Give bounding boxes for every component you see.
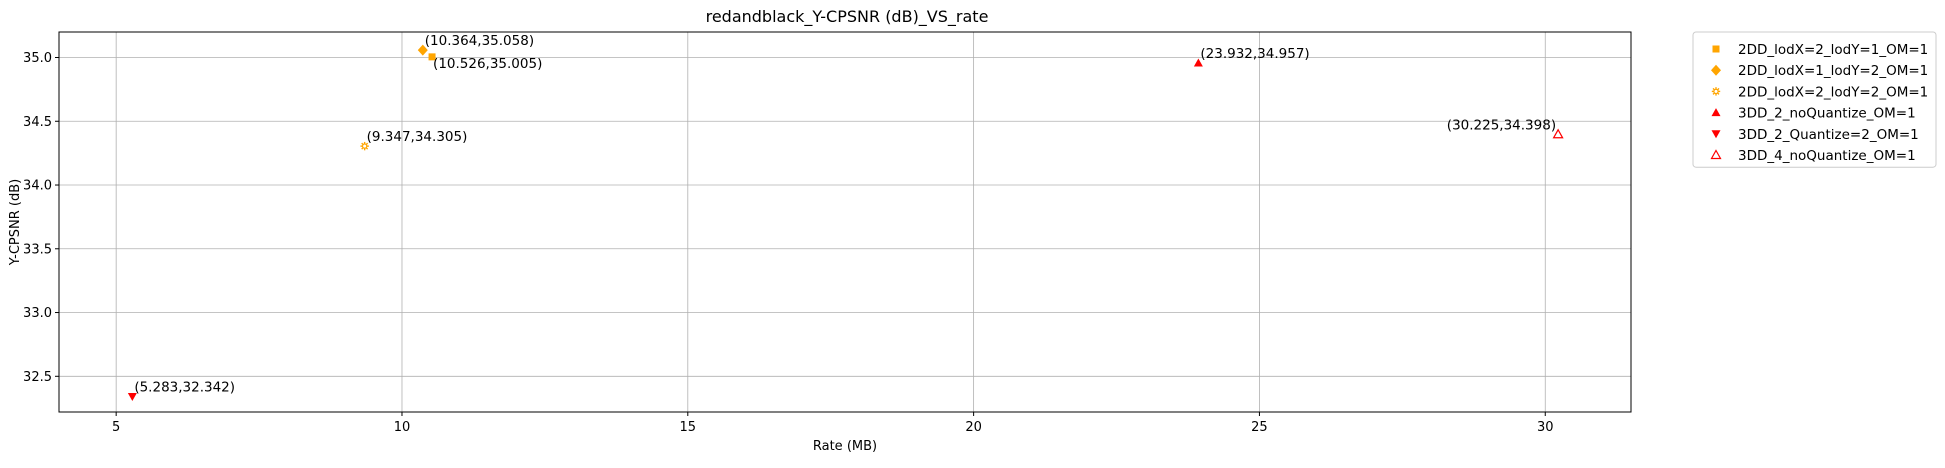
gear-hub (361, 143, 368, 149)
data-points (127, 44, 1564, 401)
point-annotation: (10.364,35.058) (425, 33, 534, 49)
x-tick-label: 30 (1537, 420, 1554, 435)
point-annotation: (5.283,32.342) (134, 379, 235, 395)
legend-entry: 2DD_lodX=2_lodY=1_OM=1 (1738, 42, 1928, 58)
legend-entry: 2DD_lodX=1_lodY=2_OM=1 (1738, 63, 1928, 79)
y-tick-label: 33.0 (23, 306, 52, 321)
grid-lines (59, 32, 1631, 412)
y-tick-label: 32.5 (23, 370, 52, 385)
legend-marker (1712, 45, 1720, 53)
chart-title: redandblack_Y-CPSNR (dB)_VS_rate (706, 7, 989, 27)
y-axis-ticks: 32.5 33.0 33.5 34.0 34.5 35.0 (23, 51, 59, 385)
legend-entry: 3DD_2_Quantize=2_OM=1 (1738, 127, 1919, 143)
legend: 2DD_lodX=2_lodY=1_OM=1 2DD_lodX=1_lodY=2_… (1692, 31, 1937, 168)
point-annotation: (10.526,35.005) (433, 56, 542, 72)
x-tick-label: 20 (965, 420, 982, 435)
data-point (1552, 128, 1564, 139)
data-point (127, 392, 137, 401)
y-tick-label: 34.0 (23, 179, 52, 194)
data-point (1193, 58, 1203, 67)
legend-marker (1711, 108, 1721, 117)
y-tick-label: 33.5 (23, 242, 52, 257)
legend-box (1692, 31, 1937, 168)
legend-marker (1711, 64, 1721, 76)
data-point (360, 141, 369, 151)
x-tick-label: 25 (1251, 420, 1268, 435)
plot-area (58, 31, 1632, 413)
x-tick-label: 15 (680, 420, 697, 435)
legend-marker (1711, 87, 1721, 96)
x-axis-ticks: 5 10 15 20 25 30 (112, 412, 1554, 435)
point-annotation: (9.347,34.305) (367, 129, 468, 145)
legend-entry: 3DD_4_noQuantize_OM=1 (1738, 148, 1916, 164)
point-annotation: (30.225,34.398) (1447, 117, 1556, 133)
y-axis-label: Y-CPSNR (dB) (8, 179, 23, 266)
y-tick-label: 34.5 (23, 115, 52, 130)
x-axis-label: Rate (MB) (813, 439, 877, 454)
legend-marker (1711, 130, 1721, 139)
y-tick-label: 35.0 (23, 51, 52, 66)
point-annotation: (23.932,34.957) (1200, 46, 1309, 62)
legend-entry: 3DD_2_noQuantize_OM=1 (1738, 106, 1916, 122)
point-annotations: (10.526,35.005) (10.364,35.058) (9.347,34.… (134, 33, 1556, 395)
legend-entry: 2DD_lodX=2_lodY=2_OM=1 (1738, 84, 1928, 100)
data-point (428, 53, 436, 61)
gear-hub (1713, 88, 1719, 95)
x-tick-label: 5 (112, 420, 120, 435)
x-tick-label: 10 (394, 420, 411, 435)
legend-marker (1710, 149, 1722, 160)
data-point (417, 44, 428, 56)
